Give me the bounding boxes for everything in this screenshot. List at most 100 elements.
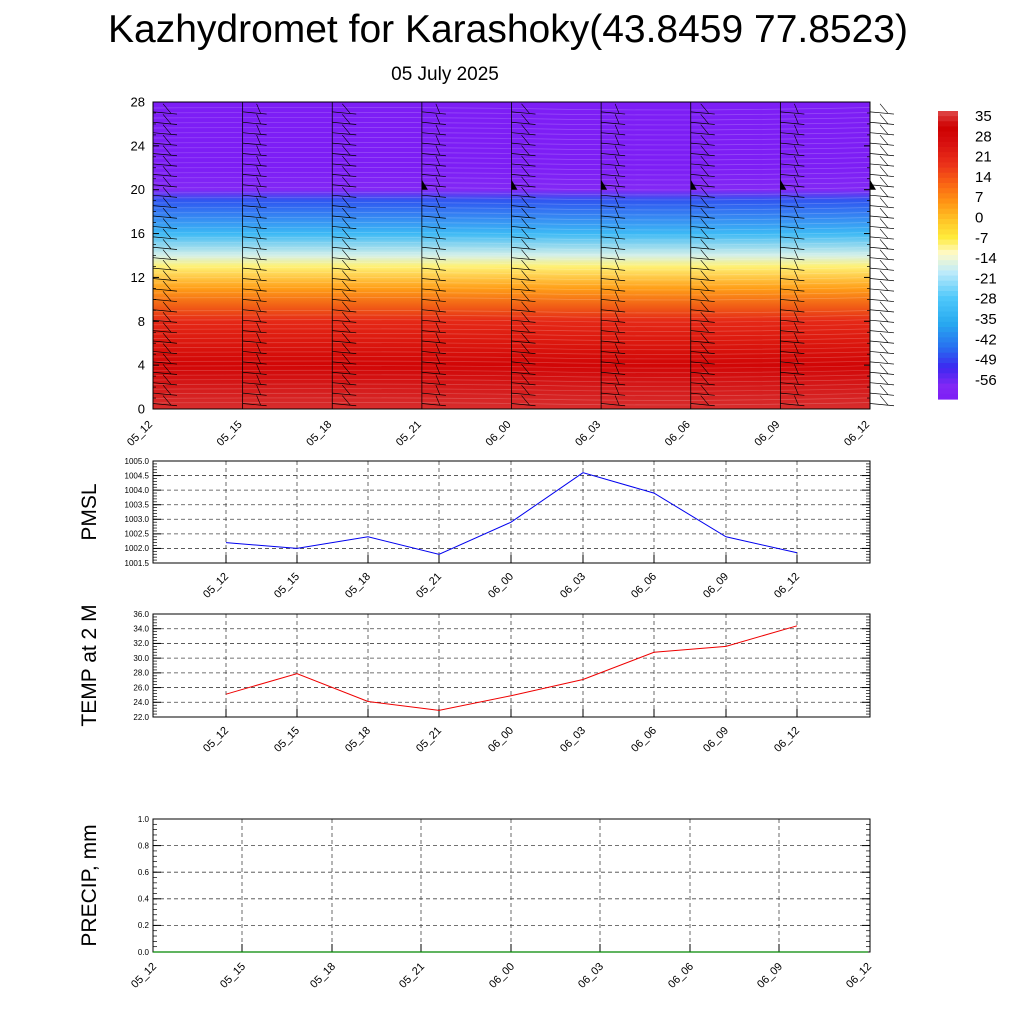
colorbar-label: -56 (975, 372, 997, 389)
isotherm (152, 333, 871, 337)
wind-barb-feather (794, 374, 799, 385)
y-tick-label: 1001.5 (125, 559, 150, 568)
isotherm (152, 369, 871, 374)
colorbar-swatch (938, 198, 958, 205)
isotherm (152, 152, 871, 156)
wind-barb-feather (614, 176, 620, 187)
wind-barb-feather (435, 353, 441, 364)
wind-barb (690, 392, 715, 396)
wind-barb-feather (256, 343, 261, 354)
colorbar-swatch (938, 116, 958, 122)
wind-barb-feather (342, 114, 351, 125)
wind-barb-feather (614, 166, 620, 177)
wind-barb-feather (342, 384, 351, 395)
wind-barb-feather (794, 187, 799, 197)
wind-barb-feather (342, 353, 351, 364)
colorbar-swatch (938, 177, 958, 184)
wind-barb-feather (162, 384, 172, 395)
x-tick-label: 06_06 (629, 571, 659, 601)
wind-barb-feather (162, 249, 172, 260)
colorbar-swatch (938, 234, 958, 241)
wind-barb-feather (162, 103, 172, 114)
wind-barb (869, 226, 895, 229)
wind-barb-feather (342, 322, 351, 333)
wind-barb (421, 319, 446, 323)
isotherm (152, 217, 871, 221)
wind-barb-feather (879, 384, 889, 395)
wind-barb-feather (879, 207, 889, 218)
wind-barb (332, 309, 357, 313)
y-tick-label: 4 (138, 358, 145, 373)
wind-barb-feather (614, 239, 620, 249)
wind-barb (511, 205, 536, 209)
wind-barb-feather (342, 145, 351, 156)
wind-barb-feather (614, 364, 620, 374)
wind-barb-feather (794, 218, 799, 229)
wind-barb-feather (435, 207, 441, 218)
isotherm (152, 117, 871, 121)
wind-barb (869, 184, 895, 188)
y-tick-label: 0.4 (138, 895, 150, 904)
wind-barb-feather (342, 291, 351, 302)
wind-barb-feather (521, 301, 530, 312)
colorbar-swatch (938, 296, 958, 302)
wind-barb-feather (256, 155, 261, 166)
wind-barb-feather (521, 384, 530, 395)
y-tick-label: 30.0 (133, 654, 149, 663)
wind-barb-feather (879, 228, 889, 239)
wind-barb-feather (521, 322, 530, 333)
wind-barb (601, 392, 626, 396)
wind-barb-feather (521, 249, 530, 260)
wind-barb (242, 142, 267, 146)
x-tick-label: 05_21 (414, 571, 444, 601)
wind-barb-feather (879, 187, 889, 197)
wind-barb (152, 330, 178, 334)
wind-barb-column (511, 102, 536, 409)
wind-barb (242, 361, 267, 365)
wind-barb (332, 267, 357, 271)
isotherm (152, 314, 871, 318)
wind-barb (421, 236, 446, 240)
wind-barb (332, 257, 357, 261)
precip-panel: 0.0 0.2 0.4 0.6 0.8 1.0 PRECIP, mm 05_12 05_15 05… (78, 815, 874, 991)
wind-barb (869, 371, 895, 375)
isotherm (152, 310, 871, 314)
wind-barb-feather (521, 332, 530, 343)
wind-barb (511, 246, 536, 250)
wind-barb (511, 142, 536, 146)
wind-barb (690, 163, 715, 167)
isotherm (152, 162, 871, 166)
wind-barb (152, 205, 178, 209)
wind-barb (869, 392, 895, 396)
colorbar-swatch (938, 121, 958, 128)
wind-barb (780, 194, 805, 198)
colorbar-swatch (938, 321, 958, 328)
wind-barb-feather (521, 364, 530, 375)
isotherm (152, 374, 871, 378)
y-tick-label: 20 (131, 182, 145, 197)
wind-barb-feather (256, 187, 261, 197)
wind-barb-feather (435, 228, 441, 239)
x-tick-label: 05_15 (272, 725, 302, 755)
colorbar-swatch (938, 291, 958, 297)
isotherm (152, 346, 871, 351)
wind-barb (690, 361, 715, 365)
wind-barb (780, 132, 805, 136)
wind-barb (690, 153, 715, 157)
wind-barb (690, 142, 715, 146)
wind-barb (421, 340, 446, 344)
wind-barb-column (869, 102, 895, 409)
colorbar-label: 0 (975, 210, 983, 227)
wind-barb-feather (162, 353, 172, 364)
wind-barb (242, 403, 267, 407)
isotherm (152, 242, 871, 246)
wind-barb (152, 392, 178, 396)
wind-barb-feather (879, 134, 889, 145)
wind-barb (511, 267, 536, 271)
y-tick-label: 1003.5 (125, 501, 150, 510)
wind-barb-feather (256, 249, 261, 260)
y-tick-label: 16 (131, 226, 145, 241)
wind-barb-feather (700, 155, 709, 166)
x-tick-label: 05_21 (397, 961, 427, 991)
colorbar-swatch (938, 141, 958, 148)
